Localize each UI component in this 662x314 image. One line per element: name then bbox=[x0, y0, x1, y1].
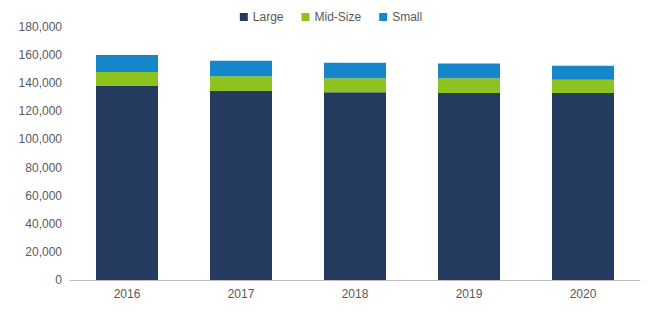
svg-text:Small: Small bbox=[392, 10, 422, 24]
svg-text:180,000: 180,000 bbox=[19, 20, 63, 34]
svg-text:140,000: 140,000 bbox=[19, 76, 63, 90]
svg-text:2019: 2019 bbox=[456, 287, 483, 301]
svg-text:60,000: 60,000 bbox=[25, 189, 62, 203]
svg-text:2018: 2018 bbox=[342, 287, 369, 301]
svg-text:0: 0 bbox=[55, 273, 62, 287]
svg-text:40,000: 40,000 bbox=[25, 217, 62, 231]
svg-text:2017: 2017 bbox=[228, 287, 255, 301]
svg-text:160,000: 160,000 bbox=[19, 48, 63, 62]
svg-text:Mid-Size: Mid-Size bbox=[315, 10, 362, 24]
svg-text:2020: 2020 bbox=[570, 287, 597, 301]
svg-text:80,000: 80,000 bbox=[25, 161, 62, 175]
svg-text:Large: Large bbox=[253, 10, 284, 24]
svg-text:100,000: 100,000 bbox=[19, 132, 63, 146]
svg-text:20,000: 20,000 bbox=[25, 245, 62, 259]
svg-text:2016: 2016 bbox=[114, 287, 141, 301]
svg-text:120,000: 120,000 bbox=[19, 104, 63, 118]
